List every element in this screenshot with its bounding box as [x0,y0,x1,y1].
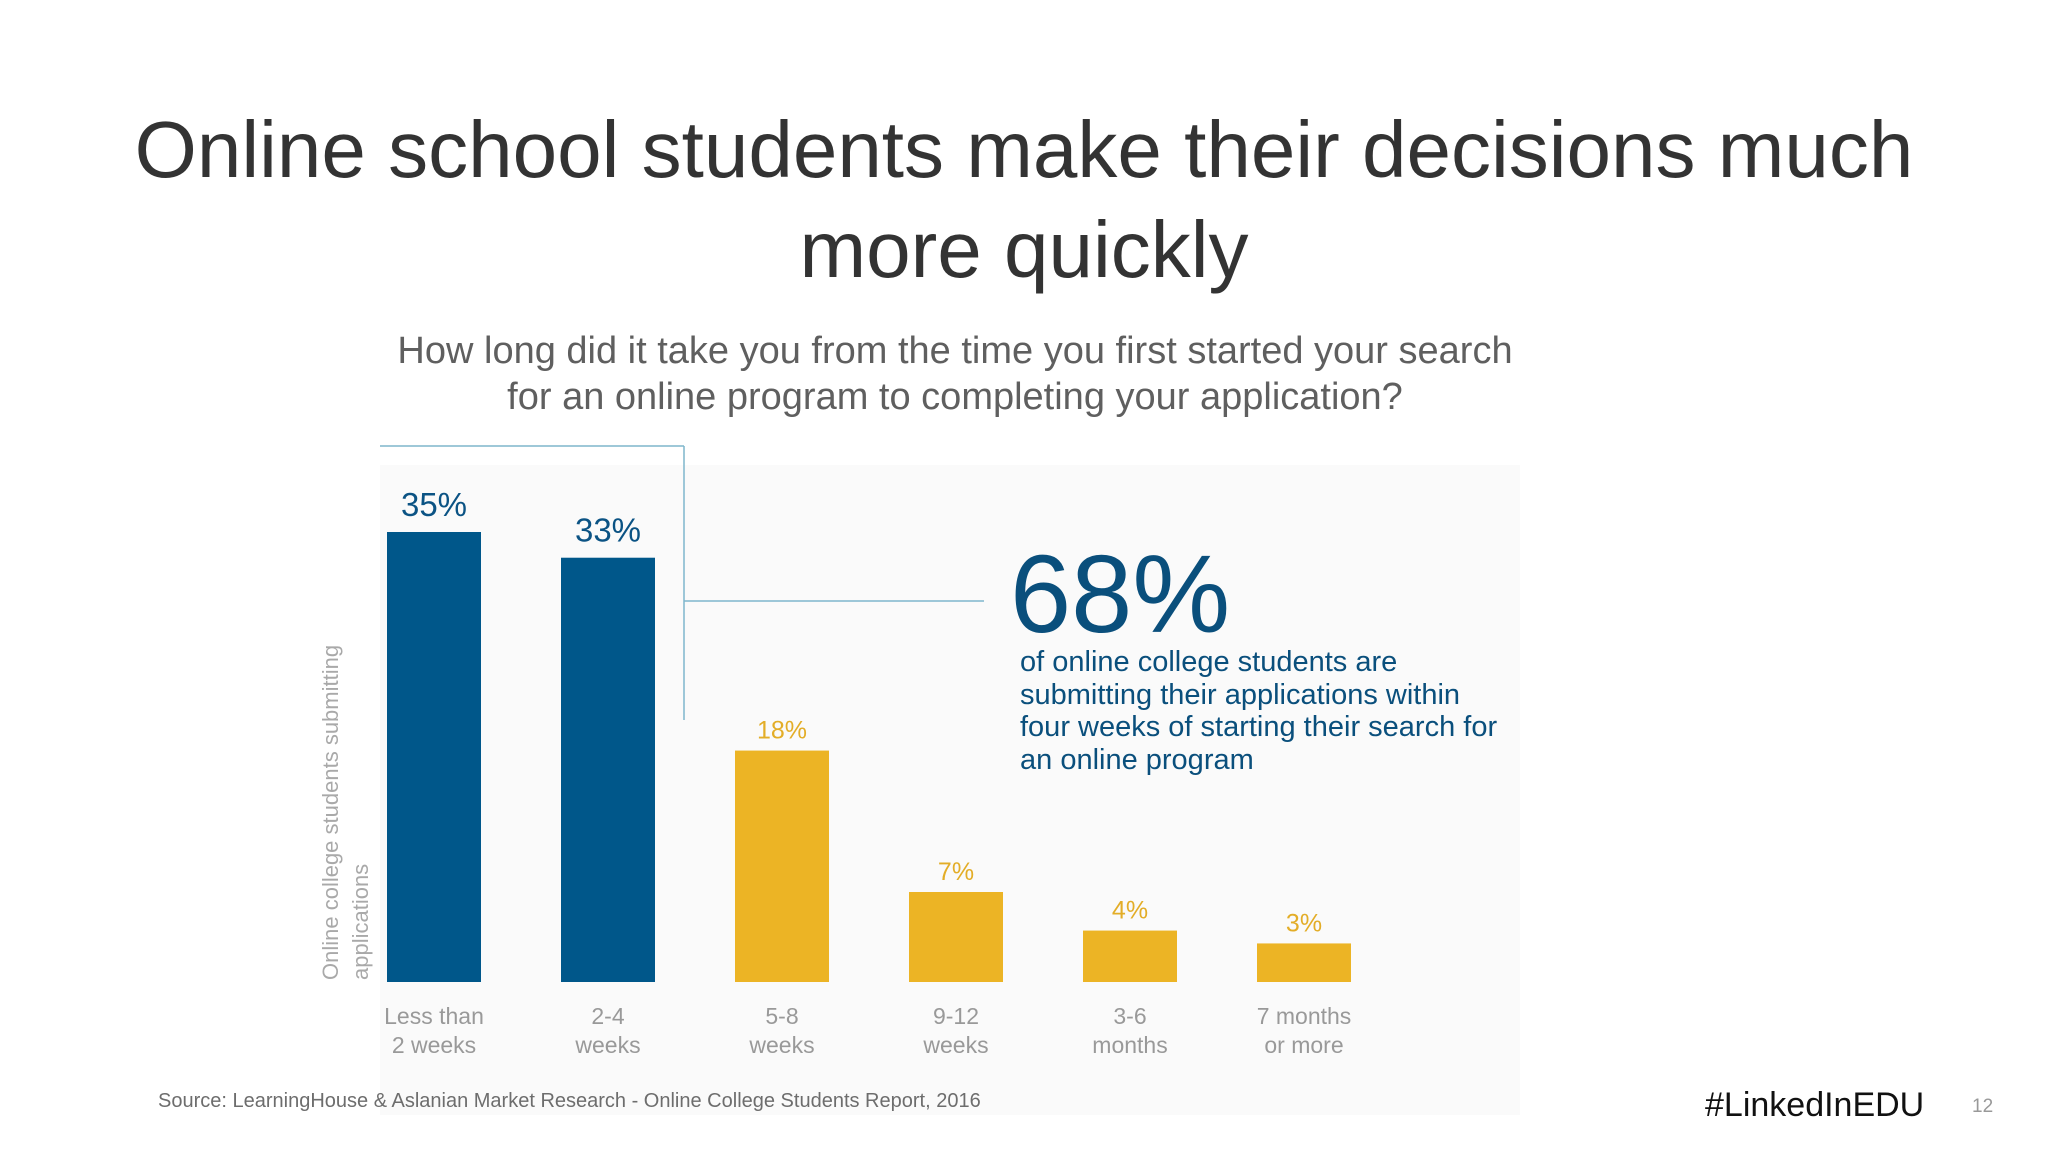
y-axis-label-line-2: applications [348,864,373,980]
hashtag: #LinkedInEDU [1705,1086,1925,1124]
page-number: 12 [1972,1096,1994,1117]
value-label-4: 7% [938,858,974,886]
bar-2 [561,557,655,982]
callout-line-1: of online college students are [1020,646,1398,678]
category-label-3-line-2: weeks [748,1032,814,1058]
chart-question-line-2: for an online program to completing your… [507,376,1403,418]
value-label-1: 35% [401,486,467,523]
chart-question-line-1: How long did it take you from the time y… [397,330,1513,372]
category-label-6-line-1: 7 months [1257,1003,1352,1029]
category-label-group: Less than 2 weeks 2-4 weeks 5-8 weeks 9-12 week… [384,1003,1351,1058]
source-note: Source: LearningHouse & Aslanian Market … [158,1090,981,1112]
chart-question: How long did it take you from the time y… [330,328,1580,420]
category-label-1-line-1: Less than [384,1003,484,1029]
y-axis-label-line-1: Online college students submitting [318,645,343,980]
category-label-2-line-2: weeks [574,1032,640,1058]
category-label-4-line-2: weeks [922,1032,988,1058]
category-label-3-line-1: 5-8 [765,1003,798,1029]
bar-1 [387,532,481,982]
callout-text: of online college students are submittin… [1020,646,1540,776]
bar-group [387,532,1351,982]
callout-line-2: submitting their applications within [1020,678,1461,711]
value-label-group: 35% 33% 18% 7% 4% 3% [401,486,1322,937]
bar-4 [909,892,1003,982]
category-label-2-line-1: 2-4 [591,1003,624,1029]
callout-line-3: four weeks of starting their search for [1020,711,1498,743]
value-label-5: 4% [1112,897,1148,925]
category-label-1-line-2: 2 weeks [392,1032,476,1058]
bar-3 [735,750,829,982]
category-label-5-line-2: months [1092,1032,1167,1058]
slide-title-line-2: more quickly [799,205,1249,294]
bar-5 [1083,930,1177,982]
y-axis-label: Online college students submitting applic… [318,645,373,980]
bar-6 [1257,943,1351,982]
category-label-4-line-1: 9-12 [933,1003,979,1029]
slide-title: Online school students make their decisi… [100,100,1948,300]
category-label-6-line-2: or more [1264,1032,1343,1058]
callout-line-4: an online program [1020,743,1254,776]
value-label-6: 3% [1286,909,1322,937]
category-label-5-line-1: 3-6 [1113,1003,1146,1029]
callout-percentage: 68% [1010,533,1231,656]
highlight-bracket [380,445,984,720]
value-label-3: 18% [757,717,807,745]
slide-title-line-1: Online school students make their decisi… [134,105,1914,194]
value-label-2: 33% [575,512,641,549]
